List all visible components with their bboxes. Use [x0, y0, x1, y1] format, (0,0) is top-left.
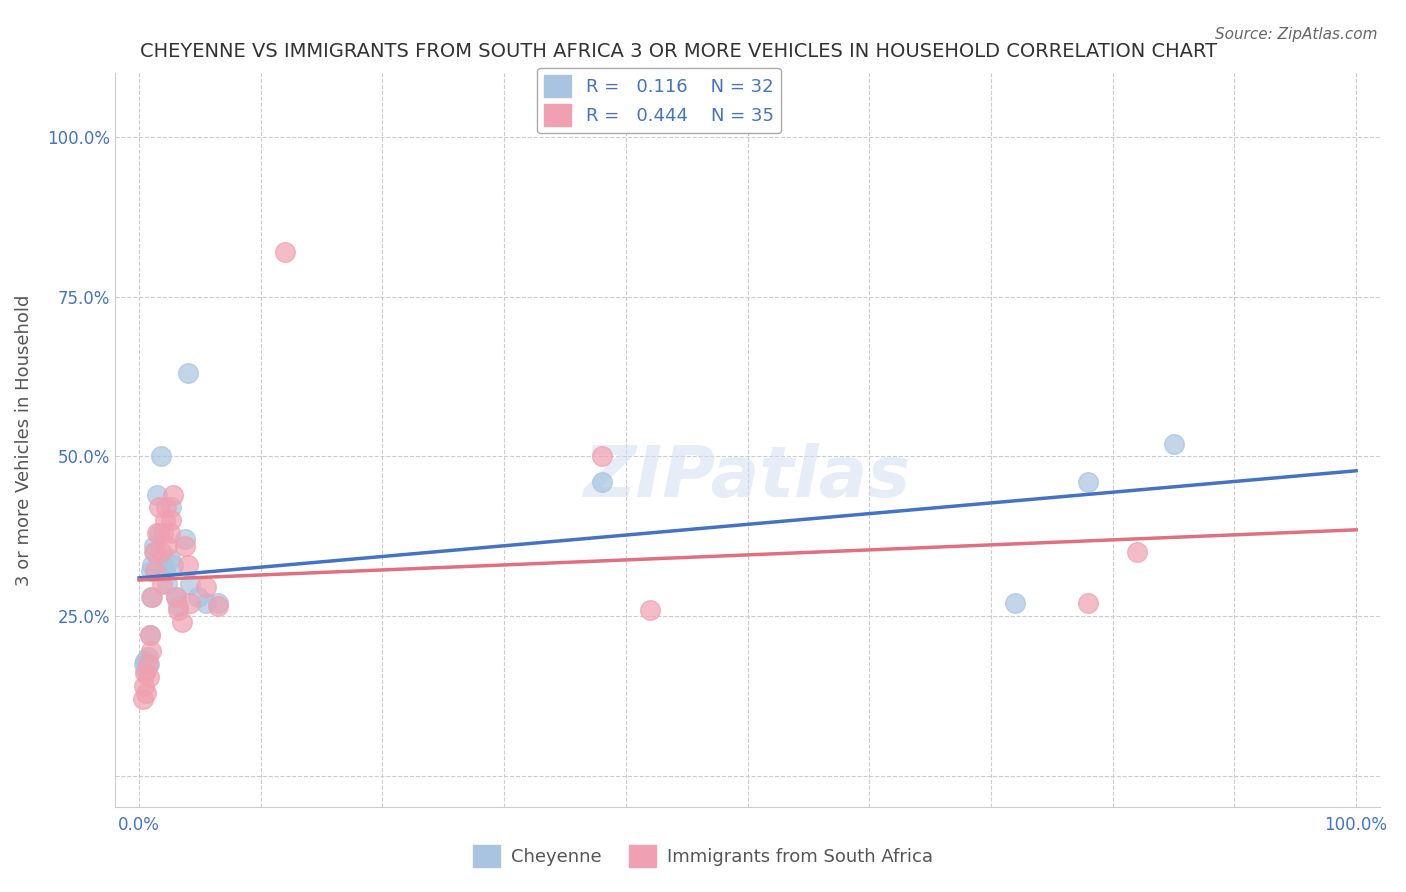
Point — [141, 564, 163, 578]
Point — [134, 654, 156, 668]
Point — [274, 245, 297, 260]
Point — [136, 657, 159, 671]
Point — [155, 500, 177, 515]
Point — [132, 692, 155, 706]
Point — [159, 551, 181, 566]
Point — [170, 615, 193, 630]
Point — [139, 628, 162, 642]
Point — [141, 558, 163, 572]
Point — [138, 657, 160, 671]
Point — [153, 564, 176, 578]
Point — [591, 475, 613, 489]
Point — [638, 602, 661, 616]
Point — [141, 590, 163, 604]
Point — [159, 526, 181, 541]
Point — [195, 596, 218, 610]
Text: 0.0%: 0.0% — [118, 816, 160, 834]
Point — [148, 526, 170, 541]
Point — [179, 596, 201, 610]
Point — [146, 526, 169, 541]
Point — [153, 513, 176, 527]
Point — [135, 663, 157, 677]
Point — [174, 533, 197, 547]
Point — [152, 526, 174, 541]
Point — [167, 602, 190, 616]
Legend: Cheyenne, Immigrants from South Africa: Cheyenne, Immigrants from South Africa — [465, 838, 941, 874]
Point — [165, 590, 187, 604]
Legend: R =   0.116    N = 32, R =   0.444    N = 35: R = 0.116 N = 32, R = 0.444 N = 35 — [537, 68, 780, 134]
Point — [165, 590, 187, 604]
Point — [148, 500, 170, 515]
Point — [159, 513, 181, 527]
Point — [146, 488, 169, 502]
Point — [1004, 596, 1026, 610]
Point — [159, 500, 181, 515]
Point — [1126, 545, 1149, 559]
Point — [138, 670, 160, 684]
Point — [142, 545, 165, 559]
Point — [136, 650, 159, 665]
Point — [143, 564, 166, 578]
Point — [179, 577, 201, 591]
Y-axis label: 3 or more Vehicles in Household: 3 or more Vehicles in Household — [15, 294, 32, 586]
Point — [167, 599, 190, 614]
Point — [134, 666, 156, 681]
Point — [132, 679, 155, 693]
Point — [150, 577, 173, 591]
Point — [162, 558, 184, 572]
Point — [141, 644, 163, 658]
Text: ZIPatlas: ZIPatlas — [583, 442, 911, 512]
Point — [207, 599, 229, 614]
Point — [1163, 436, 1185, 450]
Text: 100.0%: 100.0% — [1324, 816, 1388, 834]
Point — [141, 590, 163, 604]
Point — [150, 545, 173, 559]
Point — [591, 450, 613, 464]
Point — [156, 539, 179, 553]
Text: CHEYENNE VS IMMIGRANTS FROM SOUTH AFRICA 3 OR MORE VEHICLES IN HOUSEHOLD CORRELA: CHEYENNE VS IMMIGRANTS FROM SOUTH AFRICA… — [141, 42, 1218, 61]
Point — [150, 450, 173, 464]
Point — [143, 545, 166, 559]
Point — [177, 367, 200, 381]
Point — [1077, 596, 1099, 610]
Point — [135, 685, 157, 699]
Text: Source: ZipAtlas.com: Source: ZipAtlas.com — [1215, 27, 1378, 42]
Point — [186, 590, 208, 604]
Point — [132, 657, 155, 671]
Point — [177, 558, 200, 572]
Point — [142, 539, 165, 553]
Point — [174, 539, 197, 553]
Point — [1077, 475, 1099, 489]
Point — [195, 580, 218, 594]
Point — [152, 558, 174, 572]
Point — [139, 628, 162, 642]
Point — [156, 577, 179, 591]
Point — [207, 596, 229, 610]
Point — [162, 488, 184, 502]
